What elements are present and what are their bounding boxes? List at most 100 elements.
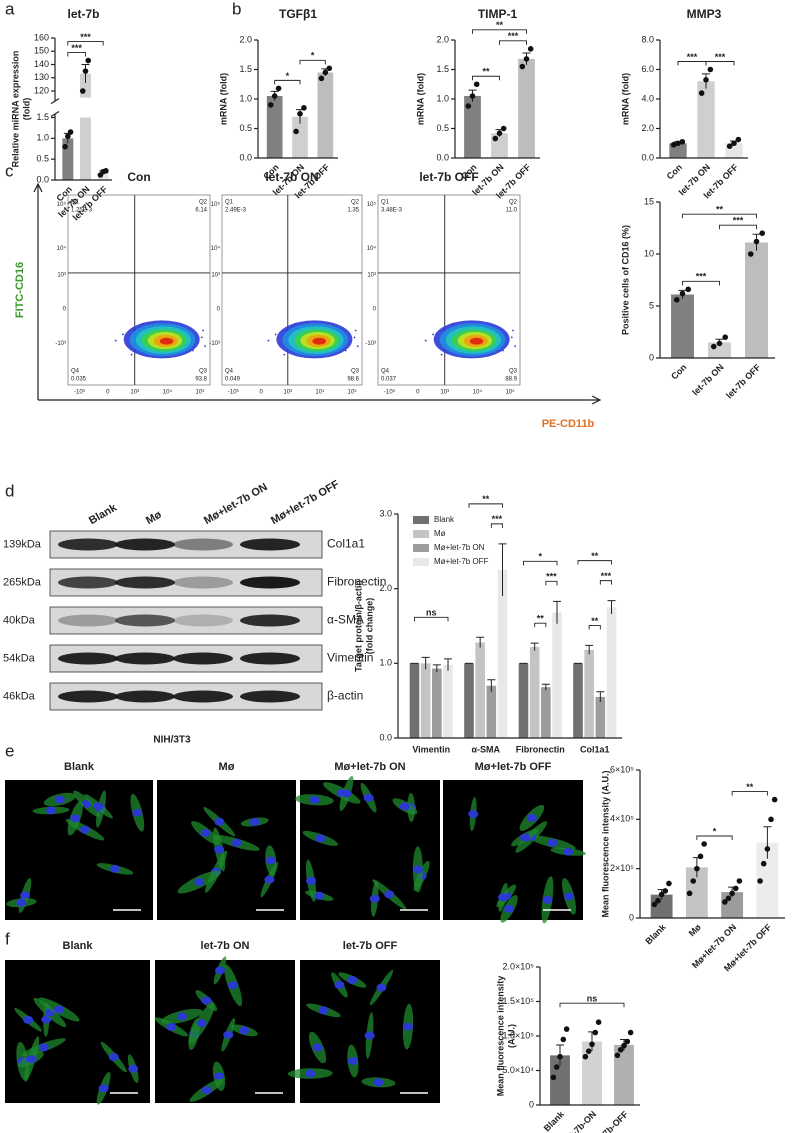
quadrant-name: Q3 — [199, 369, 208, 375]
quadrant-value: 0.035 — [71, 377, 87, 383]
flow-dot — [200, 336, 203, 339]
y-axis-label: Positive cells of CD16 (%) — [620, 225, 630, 335]
data-point — [722, 899, 728, 905]
y-tick-label: 1.0 — [379, 658, 392, 668]
flow-dot — [130, 353, 133, 356]
data-point — [710, 343, 717, 350]
blot-band — [58, 576, 118, 589]
data-point — [771, 796, 778, 803]
y-tick-label: 0 — [649, 352, 654, 362]
flow-x-tick: 10³ — [440, 390, 449, 396]
data-point — [67, 129, 74, 135]
quadrant-name: Q1 — [225, 200, 234, 206]
bar — [317, 72, 334, 158]
significance-label: *** — [733, 216, 744, 226]
y-tick-label: 0 — [629, 912, 634, 922]
nucleus — [341, 789, 352, 798]
panel-label: e — [5, 741, 14, 760]
bar — [606, 607, 617, 738]
chart-title: TIMP-1 — [478, 7, 518, 21]
significance-label: ns — [587, 994, 598, 1004]
flow-y-tick: 10⁴ — [367, 245, 377, 252]
legend-label: Blank — [434, 515, 455, 524]
nucleus — [166, 1022, 177, 1031]
blot-band — [173, 614, 233, 627]
data-point — [293, 128, 299, 135]
y-tick-label: 2.0 — [239, 34, 252, 44]
significance-label: *** — [601, 571, 612, 581]
significance-bracket — [731, 791, 768, 796]
nucleus — [20, 891, 31, 900]
significance-bracket — [468, 503, 503, 508]
y-tick-label: 1.0 — [36, 133, 49, 143]
flow-dot — [283, 353, 286, 356]
nucleus — [563, 847, 574, 856]
flow-title: let-7b ON — [265, 170, 318, 184]
data-point — [732, 885, 739, 892]
nucleus — [201, 1086, 212, 1095]
y-tick-label: 140 — [34, 59, 49, 69]
nucleus — [194, 877, 205, 886]
data-point — [582, 1053, 589, 1060]
bar — [420, 663, 431, 738]
significance-label: ns — [426, 608, 437, 618]
significance-label: * — [311, 51, 315, 61]
data-point — [523, 56, 530, 62]
bar — [529, 646, 540, 738]
band-protein: Col1a1 — [327, 537, 365, 551]
nucleus — [128, 1064, 139, 1073]
flow-y-tick: 10³ — [57, 272, 66, 278]
data-point — [698, 90, 705, 96]
data-point — [685, 286, 692, 293]
blot-band — [173, 538, 233, 551]
bar — [464, 663, 474, 738]
significance-bracket — [545, 580, 558, 586]
bar — [573, 663, 583, 738]
y-tick-label: 1.5 — [436, 64, 449, 74]
data-point — [563, 1026, 570, 1032]
nucleus — [542, 895, 553, 904]
nucleus — [214, 817, 225, 826]
nucleus — [228, 981, 239, 990]
error-bar — [541, 683, 550, 691]
y-tick-label: 10 — [644, 248, 654, 258]
nucleus — [384, 890, 395, 899]
flow-y-tick: 0 — [217, 307, 221, 313]
data-point — [735, 136, 742, 143]
error-bar — [432, 664, 441, 673]
band-protein: β-actin — [327, 689, 363, 703]
quadrant-lines — [378, 195, 520, 385]
data-point — [701, 841, 707, 847]
bar — [584, 649, 594, 738]
density-contour — [469, 337, 484, 345]
density-contour — [312, 337, 327, 345]
y-tick-label: 2.0 — [379, 583, 392, 593]
y-tick-label: 1.5×10⁵ — [502, 996, 534, 1006]
flow-dot — [356, 345, 359, 348]
y-tick-label: 2.0 — [641, 123, 654, 133]
flow-y-tick: 10⁴ — [211, 245, 221, 252]
blot-band — [115, 576, 175, 589]
quadrant-name: Q4 — [71, 369, 80, 375]
significance-label: * — [286, 71, 290, 81]
data-point — [731, 140, 737, 147]
x-tick-label: α-SMA — [471, 744, 500, 754]
y-tick-label: 4×10⁵ — [610, 814, 634, 824]
nucleus — [399, 802, 410, 811]
significance-bracket — [67, 41, 104, 46]
bar — [409, 663, 420, 738]
legend-label: Mø+let-7b OFF — [434, 557, 489, 566]
nucleus — [564, 892, 575, 901]
nucleus — [403, 1022, 414, 1031]
flow-dot — [354, 329, 357, 332]
blot-band — [115, 538, 175, 551]
flow-y-tick: 10³ — [367, 272, 376, 278]
blot-band — [173, 690, 233, 703]
nucleus — [547, 838, 558, 847]
blot-band — [115, 614, 175, 627]
flow-x-tick: -10³ — [74, 390, 85, 396]
nucleus — [306, 876, 317, 885]
flow-frame — [221, 194, 363, 386]
data-point — [627, 1029, 634, 1036]
